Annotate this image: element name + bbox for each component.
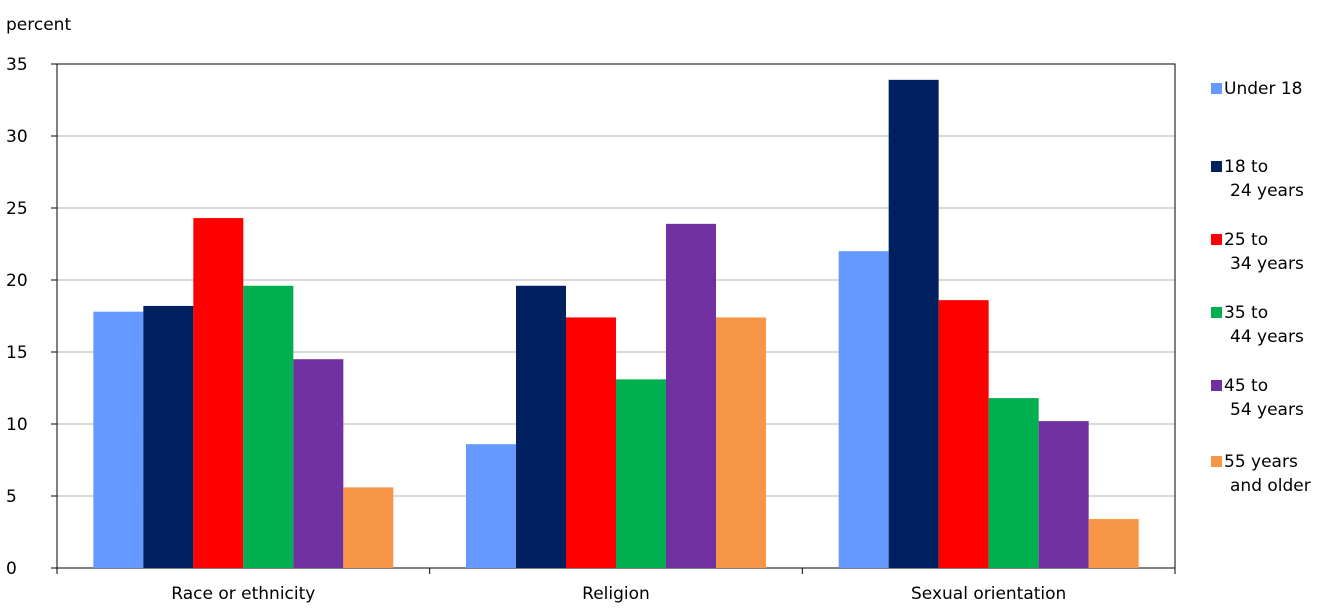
x-category-label: Sexual orientation bbox=[911, 584, 1066, 604]
legend-label: 54 years bbox=[1230, 400, 1304, 420]
y-tick-label: 20 bbox=[6, 271, 28, 291]
bar bbox=[1088, 519, 1139, 568]
bar bbox=[988, 398, 1039, 568]
legend-label: 24 years bbox=[1230, 181, 1304, 201]
x-axis: Race or ethnicity Religion Sexual orientat… bbox=[56, 568, 1176, 604]
bar bbox=[838, 251, 889, 568]
bar bbox=[938, 300, 989, 568]
bar bbox=[666, 223, 716, 568]
legend-label: Under 18 bbox=[1224, 79, 1303, 99]
legend-swatch bbox=[1211, 307, 1222, 318]
bar bbox=[566, 317, 616, 568]
legend-swatch bbox=[1211, 380, 1222, 391]
legend-swatch bbox=[1211, 161, 1222, 172]
legend-label: 44 years bbox=[1230, 327, 1304, 347]
bar bbox=[143, 305, 194, 568]
bar bbox=[193, 218, 244, 568]
bars bbox=[93, 79, 1139, 568]
y-tick-label: 25 bbox=[6, 199, 28, 219]
legend: Under 18 18 to 24 years 25 to 34 years 35 to 4… bbox=[1211, 79, 1311, 496]
legend-label: 45 to bbox=[1224, 376, 1268, 396]
y-tick-label: 35 bbox=[6, 55, 28, 75]
y-tick-label: 0 bbox=[6, 559, 17, 579]
bar bbox=[466, 444, 516, 568]
x-category-label: Religion bbox=[582, 584, 650, 604]
bar bbox=[888, 79, 939, 568]
legend-swatch bbox=[1211, 456, 1222, 467]
bar bbox=[516, 285, 566, 568]
legend-swatch bbox=[1211, 83, 1222, 94]
y-axis: 0 5 10 15 20 25 30 35 bbox=[6, 55, 57, 579]
y-tick-label: 15 bbox=[6, 343, 28, 363]
bar bbox=[716, 317, 766, 568]
bar bbox=[293, 359, 344, 568]
legend-label: 18 to bbox=[1224, 157, 1268, 177]
bar bbox=[616, 379, 666, 568]
legend-label: 25 to bbox=[1224, 230, 1268, 250]
legend-label: 34 years bbox=[1230, 254, 1304, 274]
y-tick-label: 5 bbox=[6, 487, 17, 507]
legend-swatch bbox=[1211, 234, 1222, 245]
bar bbox=[243, 285, 294, 568]
y-tick-label: 10 bbox=[6, 415, 28, 435]
legend-label: 55 years bbox=[1224, 452, 1298, 472]
bar bbox=[93, 311, 144, 568]
legend-label: and older bbox=[1230, 476, 1311, 496]
bar bbox=[343, 487, 394, 568]
y-tick-label: 30 bbox=[6, 127, 28, 147]
x-category-label: Race or ethnicity bbox=[171, 584, 315, 604]
y-axis-title: percent bbox=[6, 15, 71, 35]
bar bbox=[1038, 421, 1089, 568]
legend-label: 35 to bbox=[1224, 303, 1268, 323]
